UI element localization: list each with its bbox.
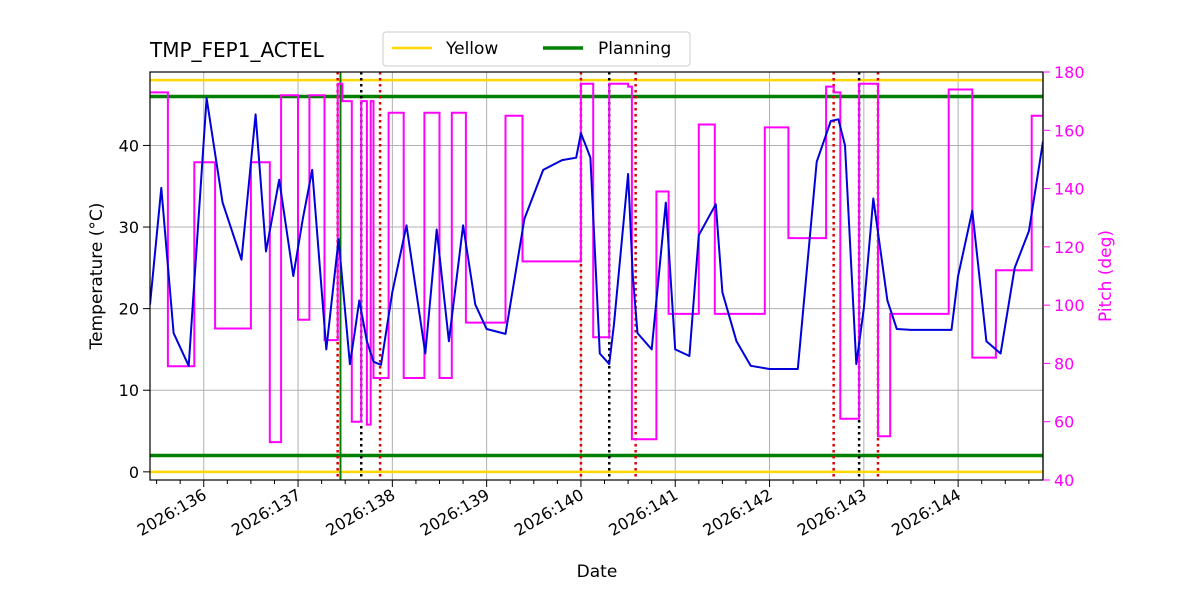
y2-tick-label: 80 xyxy=(1054,354,1074,373)
temperature-series-line xyxy=(150,97,1043,370)
y2-tick-label: 140 xyxy=(1054,180,1085,199)
y2-tick-label: 40 xyxy=(1054,471,1074,490)
y-axis-label: Temperature (°C) xyxy=(87,203,107,351)
y-tick-label: 20 xyxy=(119,300,139,319)
y2-axis-label: Pitch (deg) xyxy=(1096,230,1116,322)
y2-tick-label: 60 xyxy=(1054,413,1074,432)
y-tick-label: 30 xyxy=(119,218,139,237)
series-group xyxy=(150,82,1043,444)
chart-title: TMP_FEP1_ACTEL xyxy=(149,38,325,62)
y-tick-label: 40 xyxy=(119,136,139,155)
pitch-series-line xyxy=(150,82,1043,444)
y-tick-label: 0 xyxy=(129,463,139,482)
y2-tick-label: 180 xyxy=(1054,63,1085,82)
y2-tick-label: 160 xyxy=(1054,121,1085,140)
y-tick-label: 10 xyxy=(119,381,139,400)
y2-tick-label: 100 xyxy=(1054,296,1085,315)
legend-label-yellow: Yellow xyxy=(445,39,498,59)
x-axis-label: Date xyxy=(577,562,618,582)
legend-box xyxy=(382,31,691,67)
legend: Yellow Planning xyxy=(382,31,691,67)
legend-label-planning: Planning xyxy=(598,39,671,59)
y-axis-right: 40 60 80 100 120 140 160 180 xyxy=(1042,63,1085,490)
y-axis-left: 0 10 20 30 40 xyxy=(119,136,150,482)
y2-tick-label: 120 xyxy=(1054,238,1085,257)
limit-lines xyxy=(150,78,1043,474)
